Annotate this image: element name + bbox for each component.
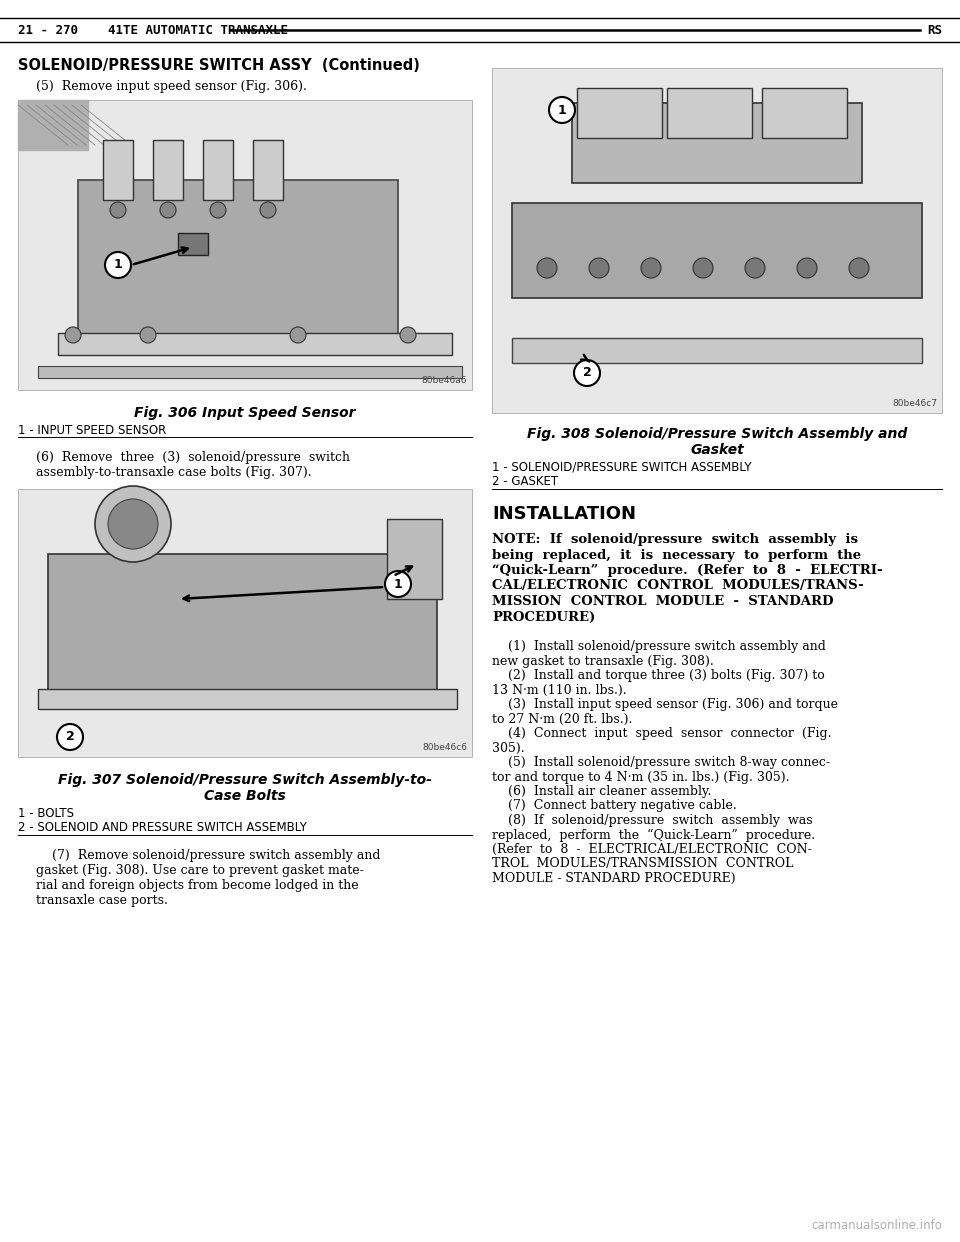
Text: Fig. 306 Input Speed Sensor: Fig. 306 Input Speed Sensor (134, 406, 356, 420)
Text: 80be46c6: 80be46c6 (422, 743, 467, 751)
Text: 13 N·m (110 in. lbs.).: 13 N·m (110 in. lbs.). (492, 683, 627, 697)
Text: (7)  Connect battery negative cable.: (7) Connect battery negative cable. (492, 800, 736, 812)
Text: 2: 2 (65, 730, 74, 744)
Text: tor and torque to 4 N·m (35 in. lbs.) (Fig. 305).: tor and torque to 4 N·m (35 in. lbs.) (F… (492, 770, 789, 784)
Text: gasket (Fig. 308). Use care to prevent gasket mate-: gasket (Fig. 308). Use care to prevent g… (36, 864, 364, 877)
Circle shape (108, 499, 158, 549)
Text: (8)  If  solenoid/pressure  switch  assembly  was: (8) If solenoid/pressure switch assembly… (492, 814, 812, 827)
Bar (512, 338, 922, 363)
Text: 1: 1 (113, 258, 122, 272)
Circle shape (574, 360, 600, 386)
Circle shape (549, 97, 575, 123)
Text: (5)  Install solenoid/pressure switch 8-way connec-: (5) Install solenoid/pressure switch 8-w… (492, 756, 830, 769)
Text: (3)  Install input speed sensor (Fig. 306) and torque: (3) Install input speed sensor (Fig. 306… (492, 698, 838, 710)
Text: rial and foreign objects from become lodged in the: rial and foreign objects from become lod… (36, 879, 359, 892)
Bar (153, 140, 183, 200)
Text: Gasket: Gasket (690, 443, 744, 457)
Bar (48, 554, 437, 709)
Text: Fig. 308 Solenoid/Pressure Switch Assembly and: Fig. 308 Solenoid/Pressure Switch Assemb… (527, 427, 907, 441)
Text: TROL  MODULES/TRANSMISSION  CONTROL: TROL MODULES/TRANSMISSION CONTROL (492, 857, 793, 871)
Text: (7)  Remove solenoid/pressure switch assembly and: (7) Remove solenoid/pressure switch asse… (36, 850, 380, 862)
Text: to 27 N·m (20 ft. lbs.).: to 27 N·m (20 ft. lbs.). (492, 713, 633, 725)
Circle shape (260, 202, 276, 219)
Bar (18, 101, 472, 390)
Bar (58, 333, 452, 355)
Bar (572, 103, 862, 183)
Text: (6)  Install air cleaner assembly.: (6) Install air cleaner assembly. (492, 785, 711, 799)
Text: RS: RS (927, 24, 942, 36)
Text: (1)  Install solenoid/pressure switch assembly and: (1) Install solenoid/pressure switch ass… (492, 640, 826, 653)
Text: 1 - BOLTS: 1 - BOLTS (18, 807, 74, 820)
Bar (203, 140, 233, 200)
Bar (38, 689, 457, 709)
Bar (178, 233, 208, 255)
Circle shape (400, 327, 416, 343)
Text: 80be46a6: 80be46a6 (421, 376, 467, 385)
Circle shape (105, 252, 131, 278)
Bar (253, 140, 283, 200)
Text: assembly-to-transaxle case bolts (Fig. 307).: assembly-to-transaxle case bolts (Fig. 3… (36, 466, 312, 479)
Text: (Refer  to  8  -  ELECTRICAL/ELECTRONIC  CON-: (Refer to 8 - ELECTRICAL/ELECTRONIC CON- (492, 843, 812, 856)
Text: 2: 2 (583, 366, 591, 380)
Circle shape (745, 258, 765, 278)
Circle shape (110, 202, 126, 219)
Text: NOTE:  If  solenoid/pressure  switch  assembly  is: NOTE: If solenoid/pressure switch assemb… (492, 533, 858, 546)
Text: 305).: 305). (492, 741, 524, 754)
Circle shape (589, 258, 609, 278)
Text: being  replaced,  it  is  necessary  to  perform  the: being replaced, it is necessary to perfo… (492, 549, 861, 561)
Text: 2 - GASKET: 2 - GASKET (492, 474, 558, 488)
Bar (512, 202, 922, 298)
Bar (762, 88, 847, 138)
Circle shape (210, 202, 226, 219)
Circle shape (641, 258, 661, 278)
Text: (2)  Install and torque three (3) bolts (Fig. 307) to: (2) Install and torque three (3) bolts (… (492, 669, 825, 682)
Text: 1 - SOLENOID/PRESSURE SWITCH ASSEMBLY: 1 - SOLENOID/PRESSURE SWITCH ASSEMBLY (492, 461, 752, 474)
Text: SOLENOID/PRESSURE SWITCH ASSY  (Continued): SOLENOID/PRESSURE SWITCH ASSY (Continued… (18, 58, 420, 73)
Circle shape (797, 258, 817, 278)
Text: 2 - SOLENOID AND PRESSURE SWITCH ASSEMBLY: 2 - SOLENOID AND PRESSURE SWITCH ASSEMBL… (18, 821, 307, 833)
Text: CAL/ELECTRONIC  CONTROL  MODULES/TRANS-: CAL/ELECTRONIC CONTROL MODULES/TRANS- (492, 580, 864, 592)
Circle shape (65, 327, 81, 343)
Circle shape (849, 258, 869, 278)
Circle shape (140, 327, 156, 343)
Circle shape (693, 258, 713, 278)
Polygon shape (18, 101, 88, 150)
Circle shape (290, 327, 306, 343)
Text: carmanualsonline.info: carmanualsonline.info (811, 1218, 942, 1232)
Text: new gasket to transaxle (Fig. 308).: new gasket to transaxle (Fig. 308). (492, 655, 713, 667)
Text: 80be46c7: 80be46c7 (892, 399, 937, 409)
Bar (387, 519, 442, 599)
Text: transaxle case ports.: transaxle case ports. (36, 894, 168, 907)
Text: (6)  Remove  three  (3)  solenoid/pressure  switch: (6) Remove three (3) solenoid/pressure s… (36, 451, 350, 465)
Circle shape (57, 724, 83, 750)
Bar (667, 88, 752, 138)
Text: (5)  Remove input speed sensor (Fig. 306).: (5) Remove input speed sensor (Fig. 306)… (36, 79, 307, 93)
Text: 1 - INPUT SPEED SENSOR: 1 - INPUT SPEED SENSOR (18, 424, 166, 437)
Circle shape (160, 202, 176, 219)
Bar (492, 68, 942, 414)
Text: INSTALLATION: INSTALLATION (492, 505, 636, 523)
Text: “Quick-Learn”  procedure.  (Refer  to  8  -  ELECTRI-: “Quick-Learn” procedure. (Refer to 8 - E… (492, 564, 882, 578)
Text: 1: 1 (394, 578, 402, 590)
Circle shape (95, 486, 171, 561)
Text: MISSION  CONTROL  MODULE  -  STANDARD: MISSION CONTROL MODULE - STANDARD (492, 595, 833, 609)
Text: Fig. 307 Solenoid/Pressure Switch Assembly-to-: Fig. 307 Solenoid/Pressure Switch Assemb… (58, 773, 432, 787)
Text: MODULE - STANDARD PROCEDURE): MODULE - STANDARD PROCEDURE) (492, 872, 735, 886)
Text: 21 - 270    41TE AUTOMATIC TRANSAXLE: 21 - 270 41TE AUTOMATIC TRANSAXLE (18, 24, 288, 36)
Bar (38, 366, 462, 378)
Circle shape (537, 258, 557, 278)
Bar (18, 489, 472, 758)
Bar (577, 88, 662, 138)
Text: 1: 1 (558, 103, 566, 117)
Text: (4)  Connect  input  speed  sensor  connector  (Fig.: (4) Connect input speed sensor connector… (492, 727, 831, 740)
Text: PROCEDURE): PROCEDURE) (492, 611, 595, 623)
Bar (103, 140, 133, 200)
Bar (78, 180, 398, 345)
Text: Case Bolts: Case Bolts (204, 789, 286, 804)
Text: replaced,  perform  the  “Quick-Learn”  procedure.: replaced, perform the “Quick-Learn” proc… (492, 828, 815, 842)
Circle shape (385, 571, 411, 597)
